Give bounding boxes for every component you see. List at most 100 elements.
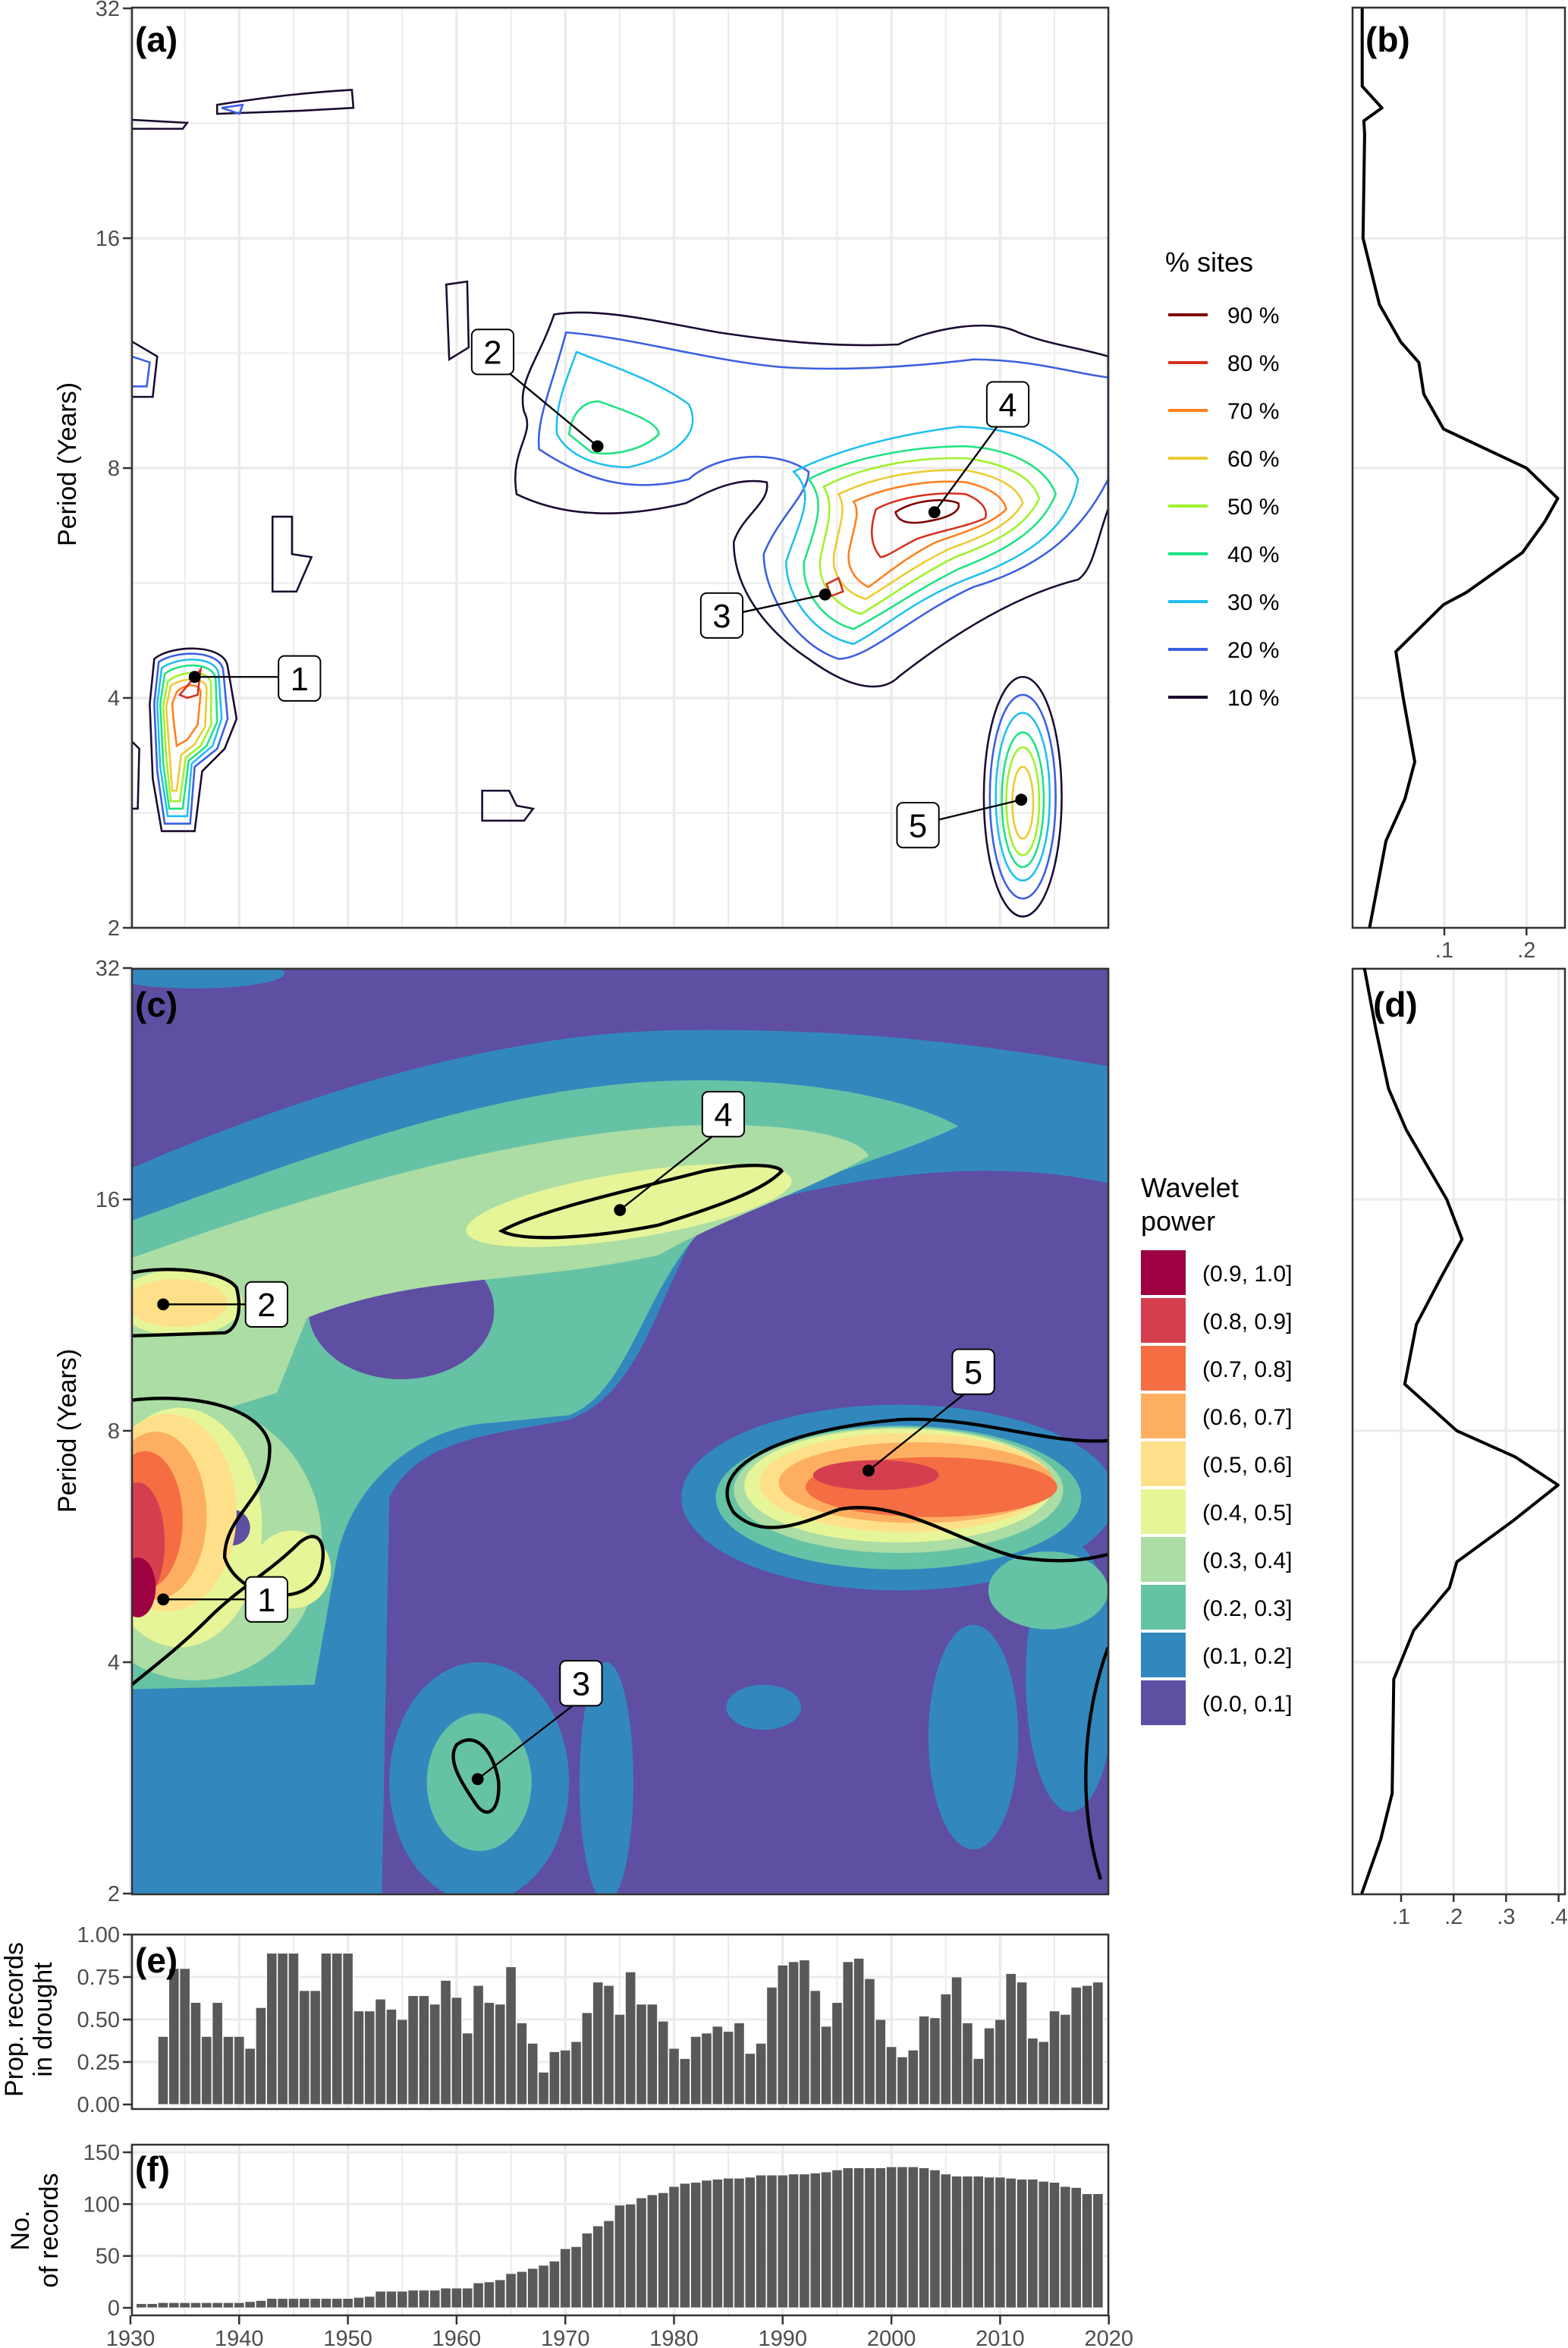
bar-1996 bbox=[842, 2167, 853, 2309]
bar-1939 bbox=[222, 2035, 234, 2105]
bar-2003 bbox=[918, 2167, 930, 2309]
bar-1983 bbox=[701, 2180, 712, 2309]
bar-1933 bbox=[157, 2035, 169, 2105]
legend-label: 40 % bbox=[1227, 542, 1279, 567]
bar-1957 bbox=[418, 2290, 430, 2309]
bar-1988 bbox=[756, 2042, 767, 2105]
bar-1967 bbox=[527, 2268, 539, 2309]
bar-1984 bbox=[712, 2026, 723, 2105]
bar-1979 bbox=[658, 2192, 669, 2309]
legend-label: 50 % bbox=[1227, 495, 1279, 520]
legend-label: 80 % bbox=[1227, 351, 1279, 376]
bar-1959 bbox=[440, 1980, 451, 2105]
bar-1950 bbox=[342, 2298, 354, 2309]
bar-1962 bbox=[473, 1985, 484, 2105]
panel-label-d: (d) bbox=[1373, 985, 1418, 1024]
bar-1979 bbox=[658, 2020, 669, 2105]
bar-1995 bbox=[831, 2169, 843, 2309]
bar-2009 bbox=[983, 2177, 995, 2309]
bar-1993 bbox=[809, 2172, 821, 2309]
bar-1977 bbox=[636, 2197, 647, 2309]
bar-2000 bbox=[886, 2046, 897, 2105]
legend-swatch-2 bbox=[1141, 1346, 1186, 1391]
bar-2015 bbox=[1048, 2010, 1061, 2105]
legend-percent-sites: % sites 90 % 80 % 70 % 60 % 50 % 40 % 30 % 20 %… bbox=[1165, 247, 1279, 711]
legend-swatch-0 bbox=[1141, 1250, 1186, 1295]
bar-1988 bbox=[756, 2174, 767, 2309]
bar-1970 bbox=[560, 2248, 571, 2309]
bar-2004 bbox=[929, 2169, 941, 2309]
y-tick-label: 150 bbox=[83, 2141, 120, 2165]
x-tick-label: 2000 bbox=[867, 2327, 916, 2348]
legend-label: (0.3, 0.4] bbox=[1202, 1548, 1292, 1573]
annotations: 1 2 3 4 5 1 2 3 4 5 bbox=[157, 328, 1030, 1786]
legend-title-line1: Wavelet bbox=[1141, 1172, 1239, 1203]
legend-title: % sites bbox=[1165, 247, 1253, 278]
y-tick-label: 16 bbox=[96, 227, 120, 251]
contour-30 bbox=[156, 350, 1079, 882]
bar-2016 bbox=[1060, 2013, 1071, 2105]
bar-2013 bbox=[1027, 2179, 1039, 2309]
bar-2008 bbox=[973, 2176, 984, 2309]
bar-1978 bbox=[646, 2194, 658, 2309]
y-tick-label: 2 bbox=[108, 1882, 120, 1906]
legend-swatch-9 bbox=[1141, 1680, 1186, 1725]
bar-1986 bbox=[734, 2023, 745, 2105]
y-axis-title-a: Period (Years) bbox=[53, 382, 82, 546]
bar-2019 bbox=[1092, 1982, 1104, 2105]
bar-1971 bbox=[570, 2041, 582, 2105]
bar-1956 bbox=[407, 2290, 419, 2309]
bar-1997 bbox=[853, 2167, 865, 2309]
legend-label: (0.9, 1.0] bbox=[1202, 1262, 1292, 1287]
y-tick-label: 0 bbox=[108, 2296, 120, 2321]
bar-1962 bbox=[473, 2282, 484, 2309]
y-tick-label: 0.00 bbox=[77, 2093, 120, 2117]
bar-1963 bbox=[483, 2002, 495, 2105]
bar-1975 bbox=[614, 2205, 625, 2309]
bar-1949 bbox=[332, 1953, 343, 2105]
y-axis-title-f-line2: of records bbox=[35, 2173, 64, 2287]
bar-1957 bbox=[418, 1995, 430, 2105]
bar-2007 bbox=[962, 2176, 973, 2309]
bar-1961 bbox=[462, 2287, 473, 2309]
bar-1940 bbox=[234, 2035, 245, 2105]
bar-1961 bbox=[462, 2032, 473, 2105]
bar-1978 bbox=[646, 2004, 658, 2105]
bar-1992 bbox=[799, 1960, 810, 2105]
y-tick-label: 0.25 bbox=[77, 2051, 120, 2075]
x-tick-label: .4 bbox=[1550, 1905, 1568, 1929]
y-tick-label: 8 bbox=[108, 457, 120, 481]
annotation-a-4: 4 bbox=[928, 381, 1030, 519]
bar-1938 bbox=[212, 2002, 223, 2105]
y-axis-title-e-line2: in drought bbox=[29, 1962, 58, 2077]
bar-1954 bbox=[385, 2009, 397, 2105]
bar-1945 bbox=[288, 1953, 300, 2105]
legend-swatch-5 bbox=[1141, 1489, 1186, 1534]
legend-label: 70 % bbox=[1227, 399, 1279, 424]
bar-1936 bbox=[190, 2302, 202, 2309]
annotation-a-1: 1 bbox=[188, 655, 322, 702]
bar-2005 bbox=[940, 1993, 951, 2105]
y-tick-label: 0.50 bbox=[77, 2008, 120, 2032]
power-level-1-blob bbox=[203, 1803, 246, 1888]
bar-1951 bbox=[353, 2296, 365, 2309]
bar-1974 bbox=[603, 2220, 614, 2309]
bar-2019 bbox=[1092, 2193, 1104, 2309]
bar-2014 bbox=[1038, 2180, 1049, 2309]
bar-1954 bbox=[385, 2290, 397, 2309]
bar-1959 bbox=[440, 2287, 451, 2309]
x-tick-label: .3 bbox=[1497, 1905, 1515, 1929]
bar-2006 bbox=[951, 1976, 963, 2105]
bar-1968 bbox=[538, 2265, 549, 2309]
bar-1965 bbox=[505, 1966, 517, 2105]
legend-wavelet-power: Wavelet power (0.9, 1.0] (0.8, 0.9] (0.7, … bbox=[1141, 1172, 1292, 1725]
bar-1964 bbox=[495, 2004, 506, 2105]
annotation-c-4: 4 bbox=[614, 1091, 746, 1216]
bar-2011 bbox=[1005, 1973, 1017, 2105]
panel-label-c: (c) bbox=[135, 985, 178, 1024]
annotation-label: 2 bbox=[257, 1287, 275, 1324]
bar-1965 bbox=[505, 2273, 517, 2309]
legend-swatch-4 bbox=[1141, 1441, 1186, 1486]
bar-1981 bbox=[679, 2058, 690, 2105]
bar-1985 bbox=[723, 2177, 734, 2309]
